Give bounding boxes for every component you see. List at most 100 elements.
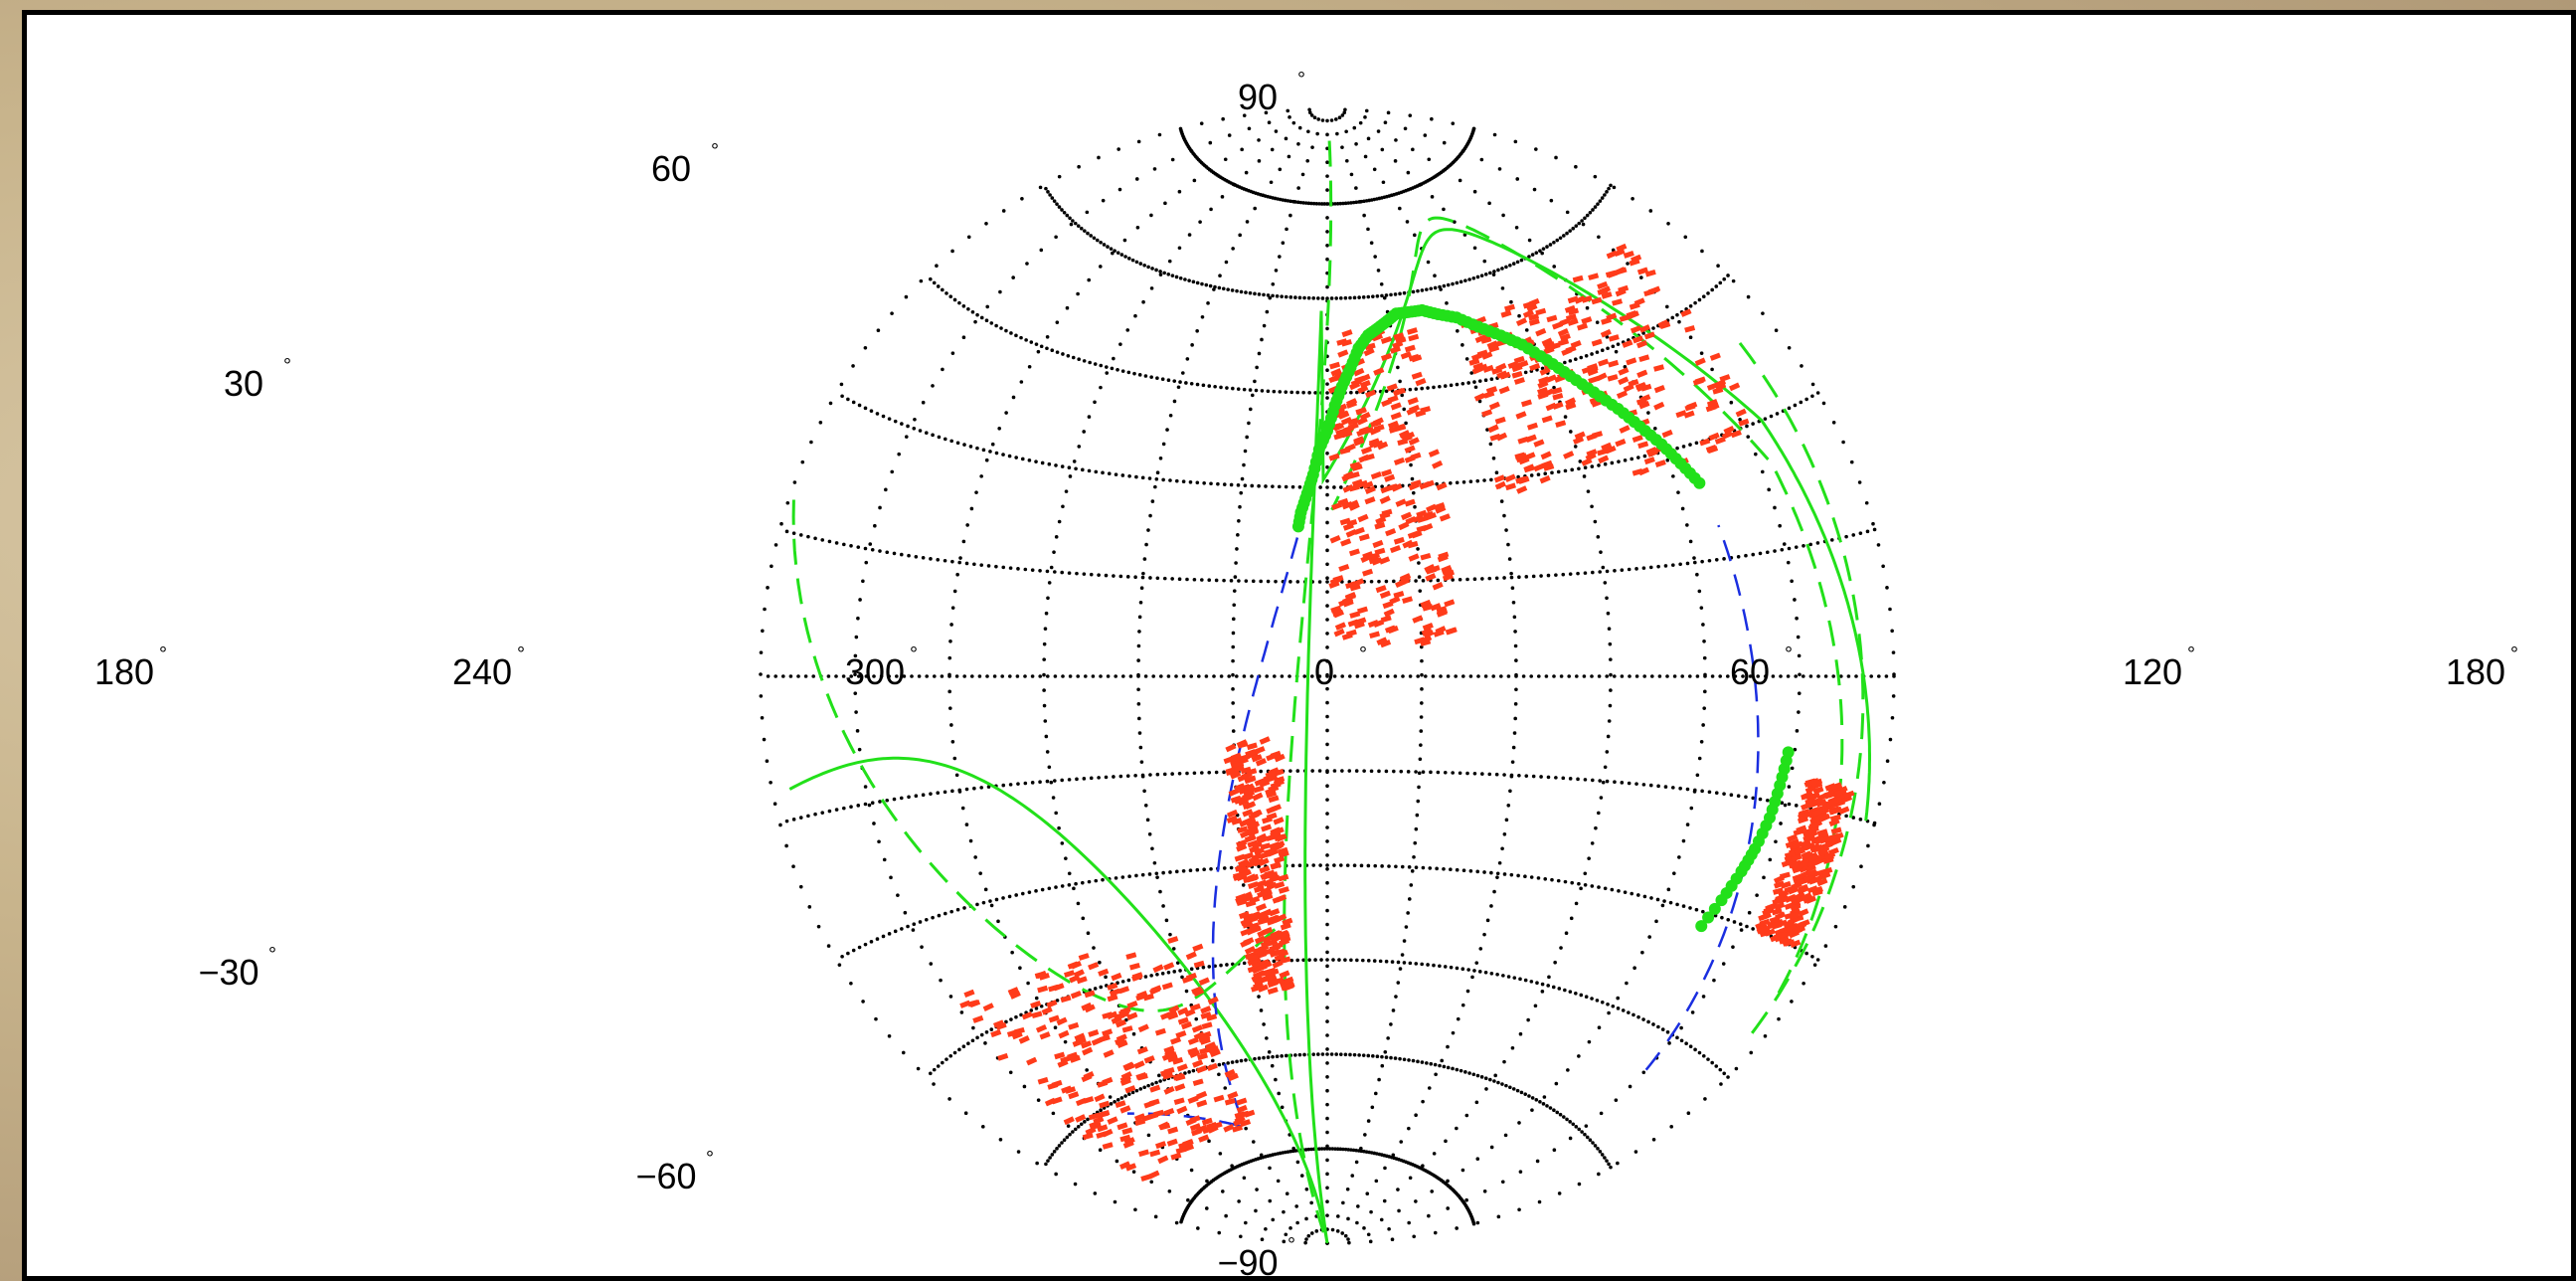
grid-dot [1609, 183, 1613, 188]
grid-dot [1221, 286, 1226, 291]
grid-dot [1366, 227, 1370, 232]
red-patch [1638, 354, 1650, 363]
grid-dot [1521, 674, 1526, 678]
grid-dot [1198, 220, 1202, 224]
grid-dot [1306, 295, 1311, 300]
grid-dot [1839, 674, 1843, 678]
grid-dot [1408, 113, 1413, 117]
grid-dot [811, 674, 815, 678]
grid-dot [846, 951, 850, 956]
grid-dot [1414, 865, 1419, 869]
grid-dot [1888, 607, 1892, 612]
grid-dot [1349, 201, 1353, 205]
grid-dot [1563, 415, 1568, 419]
grid-dot [1086, 1117, 1090, 1122]
degree-mark: ° [711, 140, 719, 162]
grid-dot [1497, 167, 1502, 171]
grid-dot [791, 864, 795, 869]
grid-dot [1606, 611, 1611, 616]
grid-dot [1729, 400, 1734, 405]
grid-dot [1140, 773, 1145, 778]
grid-dot [1165, 428, 1169, 432]
red-patch [1804, 863, 1816, 873]
grid-dot [1257, 351, 1262, 356]
grid-dot [1315, 131, 1319, 136]
red-patch [1414, 637, 1426, 645]
grid-dot [1325, 1213, 1329, 1217]
red-patch [1064, 970, 1076, 978]
grid-dot [1119, 253, 1124, 257]
grid-dot [1790, 579, 1794, 584]
grid-dot [1189, 967, 1194, 972]
grid-dot [1496, 268, 1500, 273]
red-patch [1246, 926, 1258, 936]
grid-dot [870, 801, 875, 806]
grid-dot [1429, 770, 1433, 775]
grid-dot [872, 822, 876, 825]
grid-dot [979, 315, 984, 320]
grid-dot [1276, 1179, 1281, 1184]
red-patch [1801, 850, 1812, 859]
grid-dot [1697, 756, 1702, 761]
grid-dot [1513, 702, 1518, 706]
red-patch [1383, 608, 1395, 618]
grid-dot [1234, 561, 1238, 565]
red-patch [1046, 1000, 1058, 1008]
grid-dot [1378, 674, 1382, 678]
grid-dot [1325, 1102, 1329, 1107]
grid-dot [955, 907, 960, 912]
grid-dot [1449, 965, 1454, 970]
grid-dot [1685, 523, 1689, 527]
grid-dot [1591, 778, 1595, 783]
grid-dot [1455, 966, 1460, 971]
red-patch [997, 1052, 1009, 1061]
grid-dot [1467, 1071, 1471, 1075]
grid-dot [1518, 1170, 1523, 1174]
red-patch [1574, 431, 1586, 441]
grid-dot [760, 715, 765, 720]
grid-dot [1222, 578, 1226, 583]
grid-dot [1042, 688, 1046, 692]
x-tick-label: 300 [845, 651, 905, 692]
grid-dot [1329, 296, 1334, 300]
red-patch [1363, 347, 1375, 357]
red-patch [1248, 826, 1260, 835]
grid-dot [1786, 674, 1791, 678]
red-patch [1115, 1036, 1126, 1045]
red-patch [1425, 512, 1437, 521]
grid-dot [1432, 1152, 1437, 1156]
grid-dot [1517, 1207, 1521, 1212]
red-patch [1683, 410, 1695, 419]
grid-dot [1244, 290, 1248, 294]
grid-dot [1427, 1086, 1432, 1090]
grid-dot [1590, 674, 1594, 678]
grid-dot [1389, 1055, 1393, 1060]
grid-dot [1398, 1056, 1402, 1061]
grid-dot [1641, 1017, 1645, 1021]
grid-dot [1073, 221, 1078, 226]
grid-dot [1420, 672, 1424, 677]
grid-dot [1140, 872, 1145, 877]
grid-dot [1552, 265, 1557, 269]
red-patch [1393, 536, 1405, 545]
grid-dot [1166, 970, 1171, 975]
y-tick-label: 90 [1238, 77, 1278, 117]
grid-dot [1257, 995, 1261, 999]
grid-dot [872, 674, 876, 678]
grid-dot [1571, 1122, 1576, 1127]
red-patch [1345, 581, 1357, 590]
red-patch [1201, 1117, 1213, 1126]
grid-dot [1421, 1099, 1425, 1104]
grid-dot [914, 554, 919, 559]
grid-dot [1366, 863, 1371, 868]
grid-dot [1020, 891, 1025, 896]
grid-dot [1149, 213, 1153, 218]
red-patch [1515, 317, 1528, 326]
red-patch [1009, 991, 1021, 1000]
grid-dot [1150, 267, 1154, 271]
grid-dot [1188, 868, 1193, 873]
grid-dot [1370, 674, 1375, 678]
grid-dot [1076, 674, 1080, 678]
grid-dot [1231, 715, 1236, 719]
grid-dot [1071, 219, 1075, 223]
